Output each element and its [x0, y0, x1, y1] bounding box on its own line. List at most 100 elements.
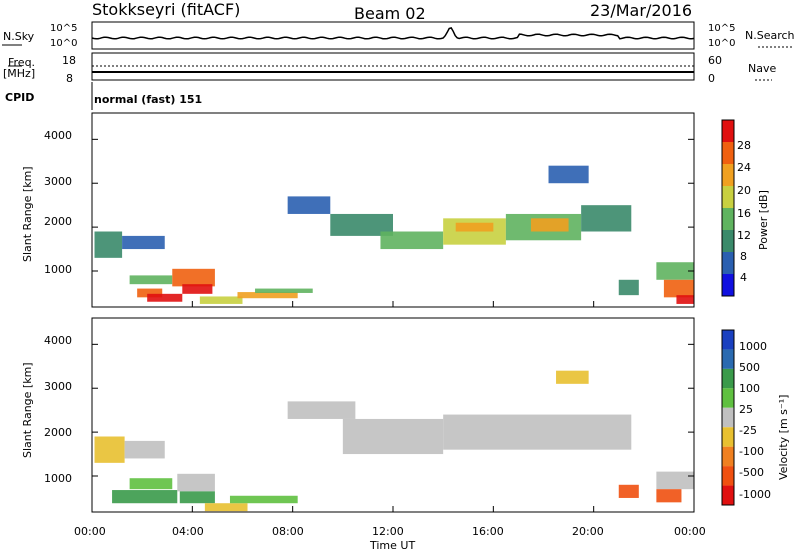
freq-tick-top: 18: [62, 54, 76, 67]
velocity-cbar-label: Velocity [m s⁻¹]: [777, 394, 790, 480]
freq-unit: [MHz]: [3, 67, 36, 80]
power-colorbar-band-5: [722, 230, 734, 252]
velocity-ytick-3000: 3000: [44, 380, 72, 393]
power-cbar-16: 16: [737, 207, 751, 220]
velocity-colorbar-band-8: [722, 485, 734, 505]
date-title: 23/Mar/2016: [590, 1, 693, 20]
power-region-11: [330, 213, 393, 236]
velocity-region-6: [204, 503, 248, 512]
power-region-4: [147, 293, 183, 302]
xtick-3: 12:00: [372, 525, 404, 538]
velocity-colorbar-band-5: [722, 427, 734, 447]
nsky-panel-frame: [91, 21, 695, 50]
nsearch-tick-top: 10^5: [708, 23, 736, 34]
power-colorbar-frame: [721, 119, 735, 297]
power-ytick-2000: 2000: [44, 215, 72, 228]
velocity-region-13: [656, 471, 694, 490]
velocity-cbar-500: 500: [739, 361, 760, 374]
power-cbar-12: 12: [737, 229, 751, 242]
velocity-cbar-100: 100: [739, 382, 760, 395]
velocity-region-11: [556, 370, 589, 384]
power-region-6: [182, 284, 213, 294]
xtick-0: 00:00: [74, 525, 106, 538]
velocity-colorbar-band-7: [722, 466, 734, 486]
xtick-4: 16:00: [472, 525, 504, 538]
nsearch-tick-bottom: 10^0: [708, 38, 736, 49]
power-colorbar-band-3: [722, 186, 734, 208]
nsearch-label: N.Search: [745, 29, 795, 42]
power-region-19: [618, 279, 639, 296]
station-title: Stokkseyri (fitACF): [92, 0, 241, 19]
xtick-6: 00:00: [674, 525, 706, 538]
cpid-value: normal (fast) 151: [94, 93, 203, 106]
velocity-cbar-25: 25: [739, 403, 753, 416]
power-region-21: [663, 279, 694, 298]
velocity-region-14: [656, 489, 682, 503]
velocity-ytick-2000: 2000: [44, 426, 72, 439]
power-region-1: [122, 235, 165, 250]
power-ytick-4000: 4000: [44, 129, 72, 142]
freq-tick-bottom: 8: [66, 72, 73, 85]
power-cbar-20: 20: [737, 184, 751, 197]
xtick-5: 20:00: [572, 525, 604, 538]
power-cbar-8: 8: [740, 250, 747, 263]
velocity-region-1: [124, 440, 165, 459]
velocity-colorbar-band-4: [722, 407, 734, 428]
velocity-region-12: [618, 484, 639, 498]
xlabel: Time UT: [370, 539, 416, 552]
power-region-2: [129, 275, 173, 285]
power-ytick-3000: 3000: [44, 175, 72, 188]
power-region-7: [199, 296, 243, 304]
velocity-cbar-neg1000: -1000: [739, 488, 771, 501]
velocity-region-4: [177, 473, 215, 492]
power-cbar-28: 28: [737, 139, 751, 152]
power-ytick-1000: 1000: [44, 263, 72, 276]
xtick-1: 04:00: [172, 525, 204, 538]
power-colorbar-band-0: [722, 120, 734, 142]
velocity-region-9: [342, 418, 444, 455]
power-region-10: [287, 196, 331, 214]
velocity-region-3: [112, 490, 178, 504]
nsky-trace: [91, 27, 695, 40]
nave-tick-top: 60: [708, 54, 722, 67]
velocity-cbar-1000: 1000: [739, 340, 767, 353]
nsky-tick-bottom: 10^0: [50, 38, 78, 49]
power-region-3: [137, 288, 163, 298]
nsky-tick-top: 10^5: [50, 23, 78, 34]
velocity-colorbar-band-3: [722, 388, 734, 408]
power-cbar-4: 4: [740, 271, 747, 284]
freq-label: Freq.: [8, 56, 36, 69]
nsky-label: N.Sky: [3, 30, 35, 43]
power-colorbar-band-2: [722, 164, 734, 186]
nave-label: Nave: [748, 62, 777, 75]
velocity-region-5: [179, 491, 215, 504]
power-colorbar-band-6: [722, 252, 734, 274]
velocity-colorbar-band-0: [722, 330, 734, 350]
power-region-22: [676, 295, 694, 304]
velocity-cbar-neg100: -100: [739, 445, 764, 458]
power-cbar-label: Power [dB]: [757, 190, 770, 250]
cpid-label: CPID: [5, 91, 35, 104]
velocity-ytick-4000: 4000: [44, 334, 72, 347]
nave-tick-bottom: 0: [708, 72, 715, 85]
power-cbar-24: 24: [737, 161, 751, 174]
power-colorbar-band-4: [722, 208, 734, 230]
velocity-colorbar-frame: [721, 329, 735, 506]
power-region-0: [94, 231, 123, 258]
power-region-20: [656, 262, 694, 280]
power-region-5: [172, 268, 215, 287]
velocity-ytick-1000: 1000: [44, 472, 72, 485]
power-region-16: [530, 218, 569, 232]
velocity-ylabel: Slant Range [km]: [21, 362, 34, 458]
velocity-colorbar-band-2: [722, 368, 734, 389]
velocity-region-0: [94, 436, 125, 463]
power-ylabel: Slant Range [km]: [21, 166, 34, 262]
power-region-14: [455, 222, 494, 232]
velocity-cbar-neg500: -500: [739, 466, 764, 479]
power-colorbar-band-1: [722, 142, 734, 164]
beam-title: Beam 02: [354, 4, 426, 23]
power-region-9: [255, 288, 313, 293]
velocity-region-10: [443, 414, 632, 450]
power-region-13: [443, 218, 506, 245]
